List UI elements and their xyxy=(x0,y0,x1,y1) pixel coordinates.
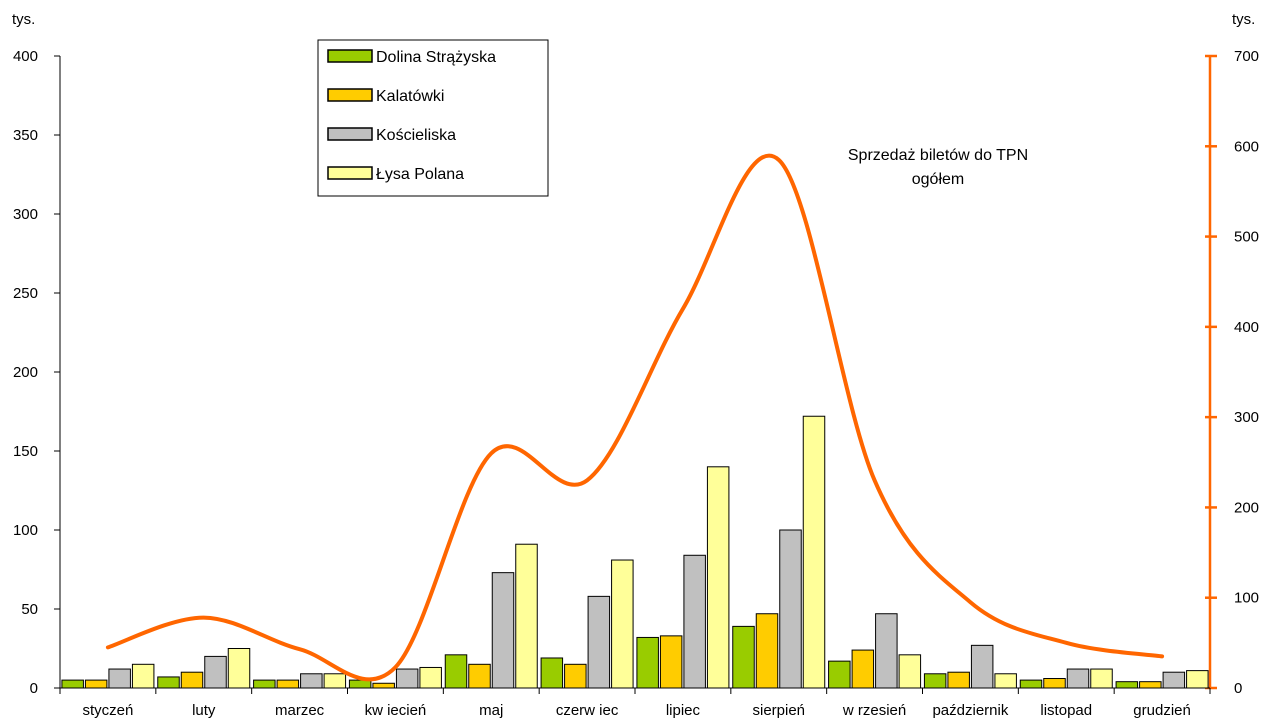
bar xyxy=(1162,671,1186,689)
bar xyxy=(444,654,468,689)
left-tick-label: 350 xyxy=(13,127,38,144)
legend-label: Dolina Strążyska xyxy=(376,49,496,66)
x-axis: styczeń luty marzec kw iecień maj czerw iec li… xyxy=(59,687,1211,719)
bar xyxy=(923,673,947,689)
total-series-line xyxy=(105,153,1165,682)
left-tick-label: 400 xyxy=(13,48,38,65)
bar xyxy=(540,657,564,689)
bar xyxy=(84,679,108,689)
bar xyxy=(515,543,538,689)
legend-swatch xyxy=(327,166,373,180)
bar xyxy=(276,679,300,689)
x-tick-label: listopad xyxy=(1040,702,1092,719)
right-axis: 0 100 200 300 400 500 600 700 xyxy=(1205,48,1259,697)
bar xyxy=(300,673,323,689)
bar xyxy=(802,415,826,689)
bar xyxy=(851,649,875,689)
bar xyxy=(419,666,442,689)
left-tick-label: 250 xyxy=(13,285,38,302)
legend-swatch xyxy=(327,49,373,63)
x-tick-label: maj xyxy=(479,702,503,719)
legend-swatch xyxy=(327,127,373,141)
bar xyxy=(227,648,251,689)
bar xyxy=(683,554,706,689)
left-tick-label: 300 xyxy=(13,206,38,223)
x-tick-label: grudzień xyxy=(1133,702,1191,719)
x-tick-label: luty xyxy=(192,702,216,719)
left-tick-label: 200 xyxy=(13,364,38,381)
bar xyxy=(636,636,659,689)
left-axis: 0 50 100 150 200 250 300 350 400 xyxy=(13,48,61,697)
x-tick-label: styczeń xyxy=(82,702,133,719)
bar xyxy=(180,671,204,689)
bar xyxy=(157,676,180,689)
right-tick-label: 200 xyxy=(1234,499,1259,516)
bar xyxy=(1043,678,1066,689)
x-tick-label: lipiec xyxy=(666,702,701,719)
bar xyxy=(108,668,131,689)
x-tick-label: październik xyxy=(932,702,1008,719)
left-tick-label: 0 xyxy=(30,680,38,697)
bar xyxy=(706,466,730,689)
bar xyxy=(898,654,922,689)
annotation-line-1: Sprzedaż biletów do TPN xyxy=(848,147,1028,164)
bar xyxy=(970,644,994,689)
bar xyxy=(491,572,515,689)
bar xyxy=(253,679,276,689)
bar xyxy=(204,655,227,689)
bar xyxy=(1019,679,1043,689)
bar xyxy=(1066,668,1090,689)
right-tick-label: 400 xyxy=(1234,319,1259,336)
x-tick-label: kw iecień xyxy=(365,702,427,719)
bar xyxy=(947,671,970,689)
bar xyxy=(323,673,347,689)
annotation-line-2: ogółem xyxy=(912,171,964,188)
bar xyxy=(1139,681,1162,689)
bar xyxy=(1115,681,1139,689)
total-line xyxy=(105,153,1165,682)
left-axis-unit: tys. xyxy=(12,11,35,28)
bar xyxy=(131,663,155,689)
bar xyxy=(611,559,634,689)
legend-label: Kościeliska xyxy=(376,127,456,144)
bar xyxy=(372,682,395,689)
x-tick-label: marzec xyxy=(275,702,325,719)
right-tick-label: 100 xyxy=(1234,590,1259,607)
left-tick-label: 100 xyxy=(13,522,38,539)
bar xyxy=(755,613,779,689)
bar xyxy=(994,673,1017,689)
right-tick-label: 0 xyxy=(1234,680,1242,697)
legend-label: Łysa Polana xyxy=(376,166,464,183)
x-tick-label: czerw iec xyxy=(556,702,619,719)
bar xyxy=(1090,668,1113,689)
bar xyxy=(779,529,802,689)
bar xyxy=(61,679,84,689)
bar xyxy=(587,595,611,689)
x-tick-label: w rzesień xyxy=(842,702,906,719)
x-tick-label: sierpień xyxy=(752,702,805,719)
bar xyxy=(395,668,419,689)
right-tick-label: 500 xyxy=(1234,229,1259,246)
right-tick-label: 600 xyxy=(1234,138,1259,155)
bar xyxy=(732,625,755,689)
legend-swatch xyxy=(327,88,373,102)
bar xyxy=(875,613,898,689)
left-tick-label: 150 xyxy=(13,443,38,460)
bar xyxy=(564,663,587,689)
bar xyxy=(659,635,683,689)
bars xyxy=(61,415,1209,689)
legend-label: Kalatówki xyxy=(376,88,444,105)
bar xyxy=(468,663,491,689)
bar xyxy=(1186,670,1209,689)
right-tick-label: 700 xyxy=(1234,48,1259,65)
right-tick-label: 300 xyxy=(1234,409,1259,426)
bar xyxy=(828,660,851,689)
left-tick-label: 50 xyxy=(21,601,38,618)
right-axis-unit: tys. xyxy=(1232,11,1255,28)
legend: Dolina Strążyska Kalatówki Kościeliska Łysa… xyxy=(317,39,549,197)
